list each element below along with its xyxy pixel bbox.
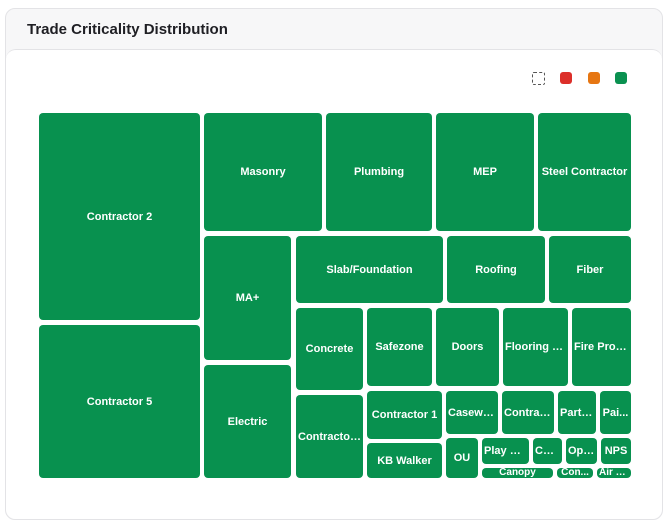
tile-mep[interactable]: MEP bbox=[436, 113, 534, 231]
tile-nps[interactable]: NPS bbox=[601, 438, 631, 464]
tile-paint[interactable]: Pai... bbox=[600, 391, 631, 434]
tile-slab-foundation[interactable]: Slab/Foundation bbox=[296, 236, 443, 303]
tile-doors[interactable]: Doors bbox=[436, 308, 499, 386]
tile-safezone[interactable]: Safezone bbox=[367, 308, 432, 386]
tile-plumbing[interactable]: Plumbing bbox=[326, 113, 432, 231]
tile-fire-protection[interactable]: Fire Prote... bbox=[572, 308, 631, 386]
tile-contractor-1[interactable]: Contractor 1 bbox=[367, 391, 442, 439]
tile-flooring[interactable]: Flooring C... bbox=[503, 308, 568, 386]
tile-ou[interactable]: OU bbox=[446, 438, 478, 478]
tile-ope[interactable]: Ope... bbox=[566, 438, 597, 464]
dashed-select-icon[interactable] bbox=[532, 72, 545, 85]
tile-masonry[interactable]: Masonry bbox=[204, 113, 322, 231]
tile-play-by[interactable]: Play By... bbox=[482, 438, 529, 464]
tile-contractor-8[interactable]: Contractor 8 bbox=[296, 395, 363, 478]
tile-con-1[interactable]: Con... bbox=[533, 438, 562, 464]
legend-swatch-red[interactable] bbox=[560, 72, 572, 84]
tile-con-2[interactable]: Con... bbox=[557, 468, 593, 478]
tile-casework[interactable]: Casewo... bbox=[446, 391, 498, 434]
tile-canopy[interactable]: Canopy bbox=[482, 468, 553, 478]
tile-contractor-2[interactable]: Contractor 2 bbox=[39, 113, 200, 320]
tile-air-b[interactable]: Air B... bbox=[597, 468, 631, 478]
legend-swatch-green[interactable] bbox=[615, 72, 627, 84]
tile-kb-walker[interactable]: KB Walker bbox=[367, 443, 442, 478]
tile-contrac[interactable]: Contrac... bbox=[502, 391, 554, 434]
tile-concrete[interactable]: Concrete bbox=[296, 308, 363, 390]
tile-fiber[interactable]: Fiber bbox=[549, 236, 631, 303]
tile-contractor-5[interactable]: Contractor 5 bbox=[39, 325, 200, 478]
tile-electric[interactable]: Electric bbox=[204, 365, 291, 478]
tile-partitions[interactable]: Partiti... bbox=[558, 391, 596, 434]
tile-ma-plus[interactable]: MA+ bbox=[204, 236, 291, 360]
tile-roofing[interactable]: Roofing bbox=[447, 236, 545, 303]
legend-swatch-orange[interactable] bbox=[588, 72, 600, 84]
card-title: Trade Criticality Distribution bbox=[27, 21, 228, 38]
tile-steel-contractor[interactable]: Steel Contractor bbox=[538, 113, 631, 231]
